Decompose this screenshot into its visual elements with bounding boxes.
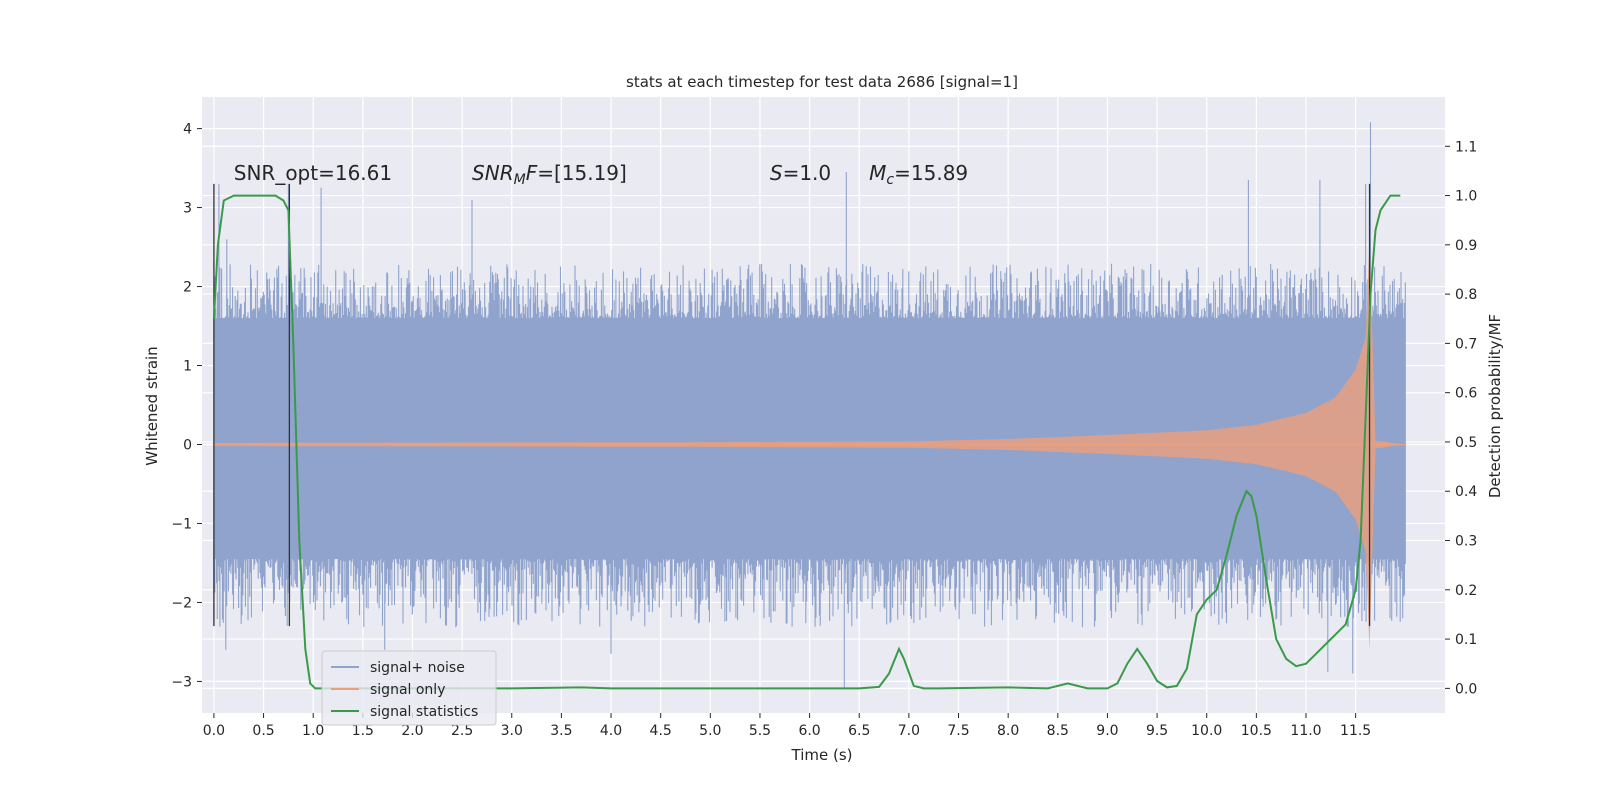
x-tick-label: 0.5 <box>252 723 274 739</box>
y2-tick-label: 0.6 <box>1455 386 1477 402</box>
x-tick-label: 5.5 <box>749 723 771 739</box>
annotation-snr-opt: SNR_opt=16.61 <box>234 161 392 185</box>
legend: signal+ noise signal only signal statistic… <box>321 650 497 726</box>
chart-title: stats at each timestep for test data 268… <box>626 73 1018 91</box>
legend-box <box>321 650 497 726</box>
stats-series-line <box>212 194 1401 690</box>
annotations: SNR_opt=16.61 SNRMF=[15.19] S=1.0 Mc=15.… <box>234 161 968 188</box>
annotation-mc-value: Mc=15.89 <box>869 161 968 188</box>
x-tick-label: 9.0 <box>1096 723 1118 739</box>
legend-entry: signal only <box>370 682 445 698</box>
legend-entry: signal statistics <box>370 704 478 720</box>
annotation-s-value: S=1.0 <box>770 161 831 185</box>
y2-tick-label: 0.7 <box>1455 336 1477 352</box>
y2-tick-label: 0.5 <box>1455 435 1477 451</box>
y-tick-label: 1 <box>183 359 192 375</box>
x-tick-label: 7.5 <box>947 723 969 739</box>
x-tick-label: 6.0 <box>798 723 820 739</box>
x-tick-label: 3.5 <box>550 723 572 739</box>
x-tick-label: 8.0 <box>997 723 1019 739</box>
y-tick-label: 3 <box>183 201 192 217</box>
x-tick-label: 10.5 <box>1241 723 1272 739</box>
x-tick-label: 4.5 <box>650 723 672 739</box>
x-tick-label: 1.0 <box>302 723 324 739</box>
x-tick-label: 1.5 <box>352 723 374 739</box>
x-tick-label: 6.5 <box>848 723 870 739</box>
y2-tick-label: 0.3 <box>1455 534 1477 550</box>
x-tick-label: 4.0 <box>600 723 622 739</box>
y2-tick-label: 0.2 <box>1455 583 1477 599</box>
signal-series-layer <box>213 239 1406 650</box>
x-tick-label: 11.0 <box>1290 723 1321 739</box>
x-tick-label: 7.0 <box>898 723 920 739</box>
x-tick-label: 5.0 <box>699 723 721 739</box>
y2-tick-label: 1.1 <box>1455 139 1477 155</box>
y-tick-label: 2 <box>183 280 192 296</box>
x-tick-label: 8.5 <box>1047 723 1069 739</box>
legend-entry: signal+ noise <box>370 660 465 676</box>
stats-series-layer <box>212 194 1401 690</box>
x-tick-label: 11.5 <box>1340 723 1371 739</box>
y2-tick-label: 0.0 <box>1455 681 1477 697</box>
y-axis-label: Whitened strain <box>143 346 161 465</box>
y-tick-label: 4 <box>183 122 192 138</box>
y2-tick-label: 0.8 <box>1455 287 1477 303</box>
x-tick-label: 2.5 <box>451 723 473 739</box>
x-tick-label: 3.0 <box>501 723 523 739</box>
axes: 0.0 0.5 1.0 1.5 2.0 2.5 3.0 3.5 4.0 4.5 5.0 5.5 6.0 6… <box>171 122 1477 739</box>
y2-tick-label: 1.0 <box>1455 189 1477 205</box>
y2-tick-label: 0.9 <box>1455 238 1477 254</box>
y-tick-label: 0 <box>183 437 192 453</box>
y2-tick-label: 0.1 <box>1455 632 1477 648</box>
y-tick-label: −2 <box>171 595 192 611</box>
x-tick-label: 0.0 <box>203 723 225 739</box>
x-tick-label: 10.0 <box>1191 723 1222 739</box>
x-tick-label: 9.5 <box>1146 723 1168 739</box>
x-tick-label: 2.0 <box>401 723 423 739</box>
annotation-snr-mf: SNRMF=[15.19] <box>472 161 627 188</box>
y-tick-label: −1 <box>171 516 192 532</box>
y2-axis-label: Detection probability/MF <box>1486 314 1504 498</box>
x-axis-label: Time (s) <box>791 746 853 764</box>
y-tick-label: −3 <box>171 674 192 690</box>
y2-tick-label: 0.4 <box>1455 484 1477 500</box>
